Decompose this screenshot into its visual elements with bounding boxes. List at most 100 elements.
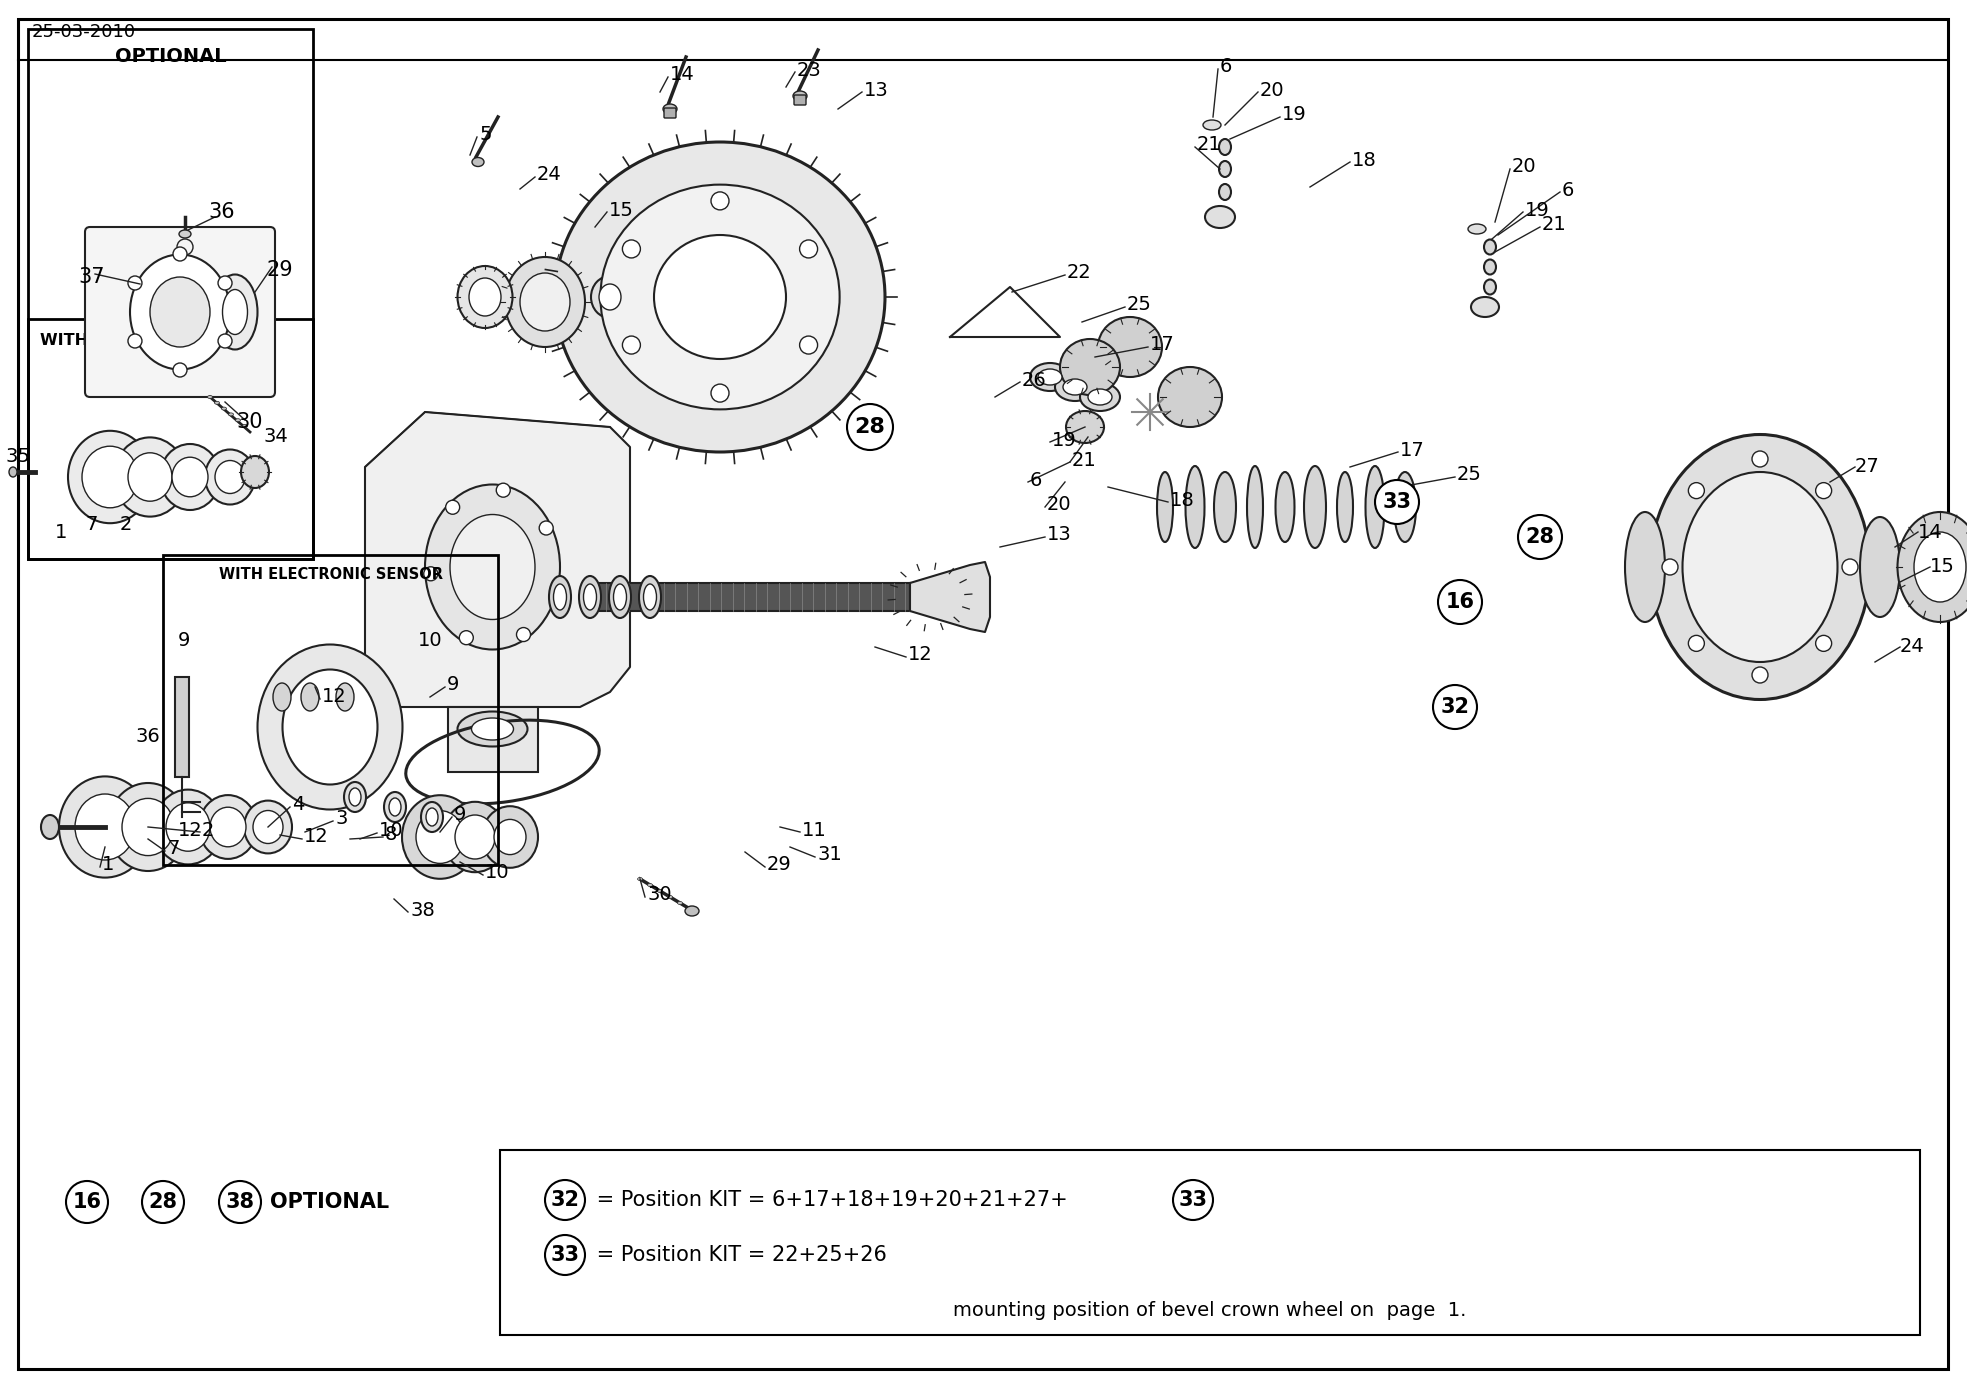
Text: 28: 28	[148, 1191, 177, 1212]
Ellipse shape	[301, 682, 319, 712]
Ellipse shape	[159, 444, 220, 510]
Ellipse shape	[214, 401, 220, 404]
Ellipse shape	[122, 799, 173, 856]
Ellipse shape	[639, 576, 661, 619]
Text: 33: 33	[1383, 492, 1412, 512]
Ellipse shape	[1220, 139, 1231, 155]
Text: 38: 38	[226, 1191, 254, 1212]
Text: 1: 1	[55, 523, 67, 541]
Circle shape	[128, 276, 142, 290]
Ellipse shape	[228, 413, 234, 416]
Text: 18: 18	[1351, 151, 1377, 169]
Circle shape	[447, 501, 460, 515]
Ellipse shape	[242, 456, 269, 488]
Circle shape	[848, 404, 893, 449]
Ellipse shape	[179, 230, 191, 239]
Ellipse shape	[114, 437, 187, 516]
Circle shape	[1662, 559, 1678, 576]
Ellipse shape	[1159, 368, 1222, 427]
Ellipse shape	[214, 460, 246, 494]
Text: 20: 20	[1046, 495, 1072, 515]
Ellipse shape	[415, 810, 464, 863]
Ellipse shape	[210, 807, 246, 847]
Ellipse shape	[482, 806, 539, 868]
Ellipse shape	[83, 447, 138, 508]
Text: 21: 21	[1072, 451, 1098, 470]
FancyBboxPatch shape	[85, 227, 275, 397]
Text: 34: 34	[264, 427, 287, 447]
Ellipse shape	[1157, 472, 1172, 542]
Ellipse shape	[1483, 259, 1497, 275]
Circle shape	[423, 567, 439, 581]
Ellipse shape	[1186, 466, 1204, 548]
Circle shape	[1519, 515, 1562, 559]
Circle shape	[128, 334, 142, 348]
Circle shape	[545, 1234, 584, 1275]
Ellipse shape	[108, 784, 189, 871]
Circle shape	[173, 363, 187, 377]
Text: 28: 28	[854, 417, 885, 437]
Ellipse shape	[244, 800, 291, 853]
Circle shape	[1172, 1180, 1214, 1221]
Ellipse shape	[653, 234, 787, 359]
Ellipse shape	[427, 809, 439, 827]
Circle shape	[1753, 451, 1768, 467]
Text: 38: 38	[409, 900, 435, 920]
Ellipse shape	[425, 484, 561, 649]
Ellipse shape	[258, 645, 403, 810]
Text: 22: 22	[1066, 264, 1092, 283]
Ellipse shape	[600, 184, 840, 409]
Text: 7: 7	[167, 839, 179, 859]
Ellipse shape	[443, 802, 507, 872]
Text: 32: 32	[1440, 698, 1469, 717]
Text: 9: 9	[447, 675, 460, 695]
Ellipse shape	[610, 576, 631, 619]
Bar	[28, 319, 313, 559]
Ellipse shape	[254, 810, 283, 843]
Circle shape	[710, 384, 730, 402]
Text: 13: 13	[1046, 526, 1072, 545]
Circle shape	[496, 483, 509, 497]
Ellipse shape	[450, 515, 535, 620]
Circle shape	[460, 631, 474, 645]
Ellipse shape	[207, 395, 212, 398]
Text: 12: 12	[323, 688, 346, 706]
Text: 21: 21	[1542, 215, 1568, 234]
Ellipse shape	[236, 419, 240, 422]
Ellipse shape	[10, 467, 18, 477]
Text: WITH ELECTRONIC SENSOR: WITH ELECTRONIC SENSOR	[218, 567, 443, 583]
Bar	[590, 583, 911, 612]
FancyBboxPatch shape	[795, 94, 806, 105]
Ellipse shape	[1483, 280, 1497, 294]
Text: 12: 12	[177, 821, 203, 839]
Circle shape	[1688, 635, 1703, 652]
Ellipse shape	[494, 820, 525, 854]
Ellipse shape	[472, 158, 484, 166]
Polygon shape	[911, 562, 989, 632]
Text: 31: 31	[816, 846, 842, 864]
Ellipse shape	[1204, 121, 1222, 130]
Text: 33: 33	[551, 1246, 580, 1265]
Ellipse shape	[1247, 466, 1263, 548]
Text: 14: 14	[1918, 523, 1943, 541]
Ellipse shape	[549, 576, 570, 619]
Text: 29: 29	[268, 259, 293, 280]
Text: 5: 5	[480, 125, 492, 144]
Ellipse shape	[590, 276, 629, 318]
Text: 16: 16	[1446, 592, 1475, 612]
Circle shape	[539, 522, 553, 535]
Ellipse shape	[1098, 318, 1162, 377]
Ellipse shape	[1365, 466, 1385, 548]
Circle shape	[1688, 483, 1703, 499]
Circle shape	[1841, 559, 1859, 576]
Ellipse shape	[384, 792, 405, 822]
Text: 6: 6	[1562, 180, 1574, 200]
Ellipse shape	[1220, 184, 1231, 200]
Ellipse shape	[793, 92, 806, 101]
Bar	[500, 1150, 1920, 1336]
Ellipse shape	[212, 275, 258, 350]
Text: 19: 19	[1052, 430, 1076, 449]
Text: 17: 17	[1401, 441, 1424, 459]
Circle shape	[67, 1180, 108, 1223]
Ellipse shape	[677, 902, 683, 904]
